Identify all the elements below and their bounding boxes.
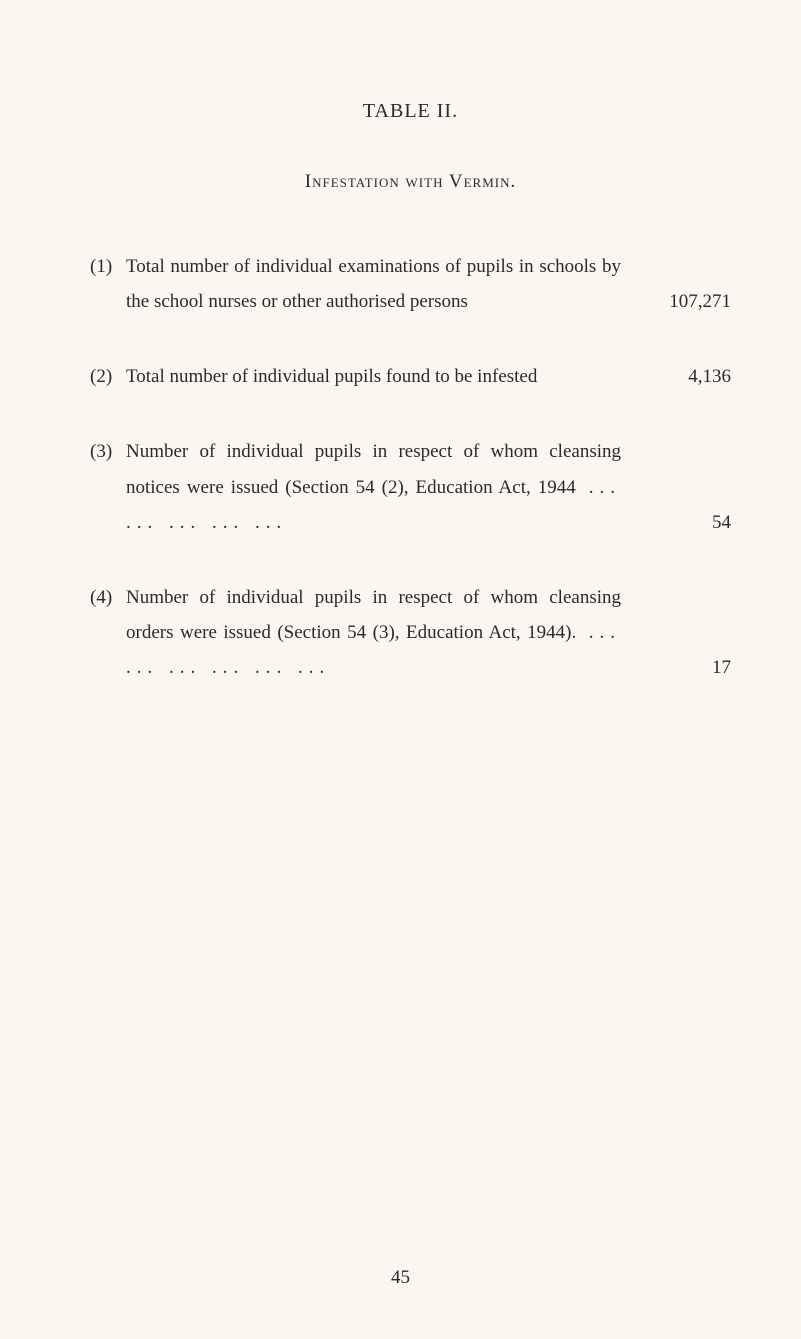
- item-value: 54: [641, 505, 731, 540]
- item-text: Total number of individual examinations …: [126, 249, 641, 319]
- item-value: 4,136: [641, 359, 731, 394]
- item-text: Number of individual pupils in respect o…: [126, 580, 641, 685]
- item-number: (4): [90, 580, 126, 685]
- item-value: 17: [641, 650, 731, 685]
- item-number: (1): [90, 249, 126, 319]
- table-row: (1) Total number of individual examinati…: [90, 249, 731, 319]
- subtitle: Infestation with Vermin.: [90, 171, 731, 193]
- table-row: (3) Number of individual pupils in respe…: [90, 434, 731, 539]
- item-text-content: Number of individual pupils in respect o…: [126, 441, 621, 497]
- table-row: (2) Total number of individual pupils fo…: [90, 359, 731, 394]
- page-number: 45: [0, 1267, 801, 1289]
- item-number: (3): [90, 434, 126, 539]
- item-value: 107,271: [641, 284, 731, 319]
- table-row: (4) Number of individual pupils in respe…: [90, 580, 731, 685]
- item-text-content: Number of individual pupils in respect o…: [126, 587, 621, 643]
- item-text: Total number of individual pupils found …: [126, 359, 641, 394]
- item-text: Number of individual pupils in respect o…: [126, 434, 641, 539]
- table-title: TABLE II.: [90, 100, 731, 123]
- item-number: (2): [90, 359, 126, 394]
